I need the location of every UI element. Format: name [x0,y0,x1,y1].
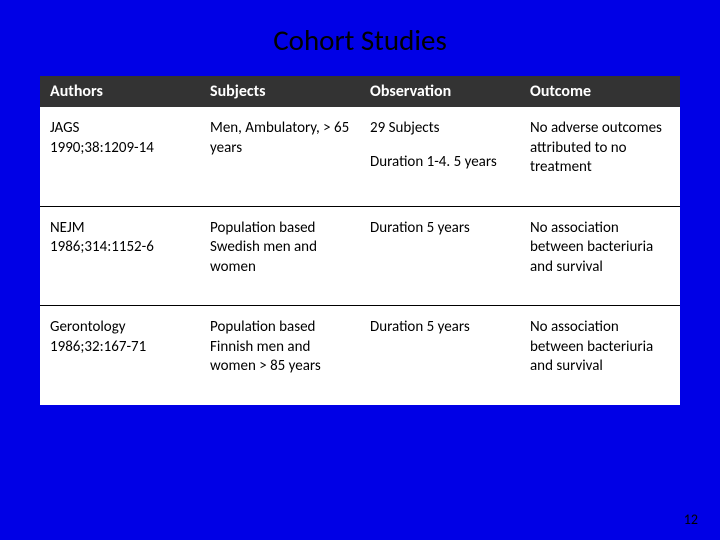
slide-title: Cohort Studies [0,0,720,76]
obs-line2: Duration 1-4. 5 years [370,153,510,173]
obs-line1: 29 Subjects [370,119,440,137]
authors-line1: NEJM [50,219,85,237]
cell-outcome: No association between bacteriuria and s… [520,206,680,306]
authors-line2: 1986;32:167-71 [50,338,146,356]
page-number: 12 [684,511,698,528]
cell-observation: Duration 5 years [360,306,520,405]
authors-line2: 1986;314:1152-6 [50,238,154,256]
cell-subjects: Population based Swedish men and women [200,206,360,306]
obs-line1: Duration 5 years [370,219,470,237]
cell-subjects: Population based Finnish men and women >… [200,306,360,405]
cell-observation: 29 Subjects Duration 1-4. 5 years [360,107,520,206]
table-row: JAGS 1990;38:1209-14 Men, Ambulatory, > … [40,107,680,206]
authors-line2: 1990;38:1209-14 [50,139,154,157]
cohort-table: Authors Subjects Observation Outcome JAG… [40,76,680,405]
table-row: NEJM 1986;314:1152-6 Population based Sw… [40,206,680,306]
col-header-outcome: Outcome [520,76,680,107]
table-row: Gerontology 1986;32:167-71 Population ba… [40,306,680,405]
cell-authors: JAGS 1990;38:1209-14 [40,107,200,206]
authors-line1: JAGS [50,119,79,137]
cell-outcome: No adverse outcomes attributed to no tre… [520,107,680,206]
table-header-row: Authors Subjects Observation Outcome [40,76,680,107]
cell-outcome: No association between bacteriuria and s… [520,306,680,405]
obs-line1: Duration 5 years [370,318,470,336]
authors-line1: Gerontology [50,318,126,336]
cell-observation: Duration 5 years [360,206,520,306]
cell-subjects: Men, Ambulatory, > 65 years [200,107,360,206]
col-header-subjects: Subjects [200,76,360,107]
cell-authors: NEJM 1986;314:1152-6 [40,206,200,306]
col-header-observation: Observation [360,76,520,107]
col-header-authors: Authors [40,76,200,107]
cell-authors: Gerontology 1986;32:167-71 [40,306,200,405]
